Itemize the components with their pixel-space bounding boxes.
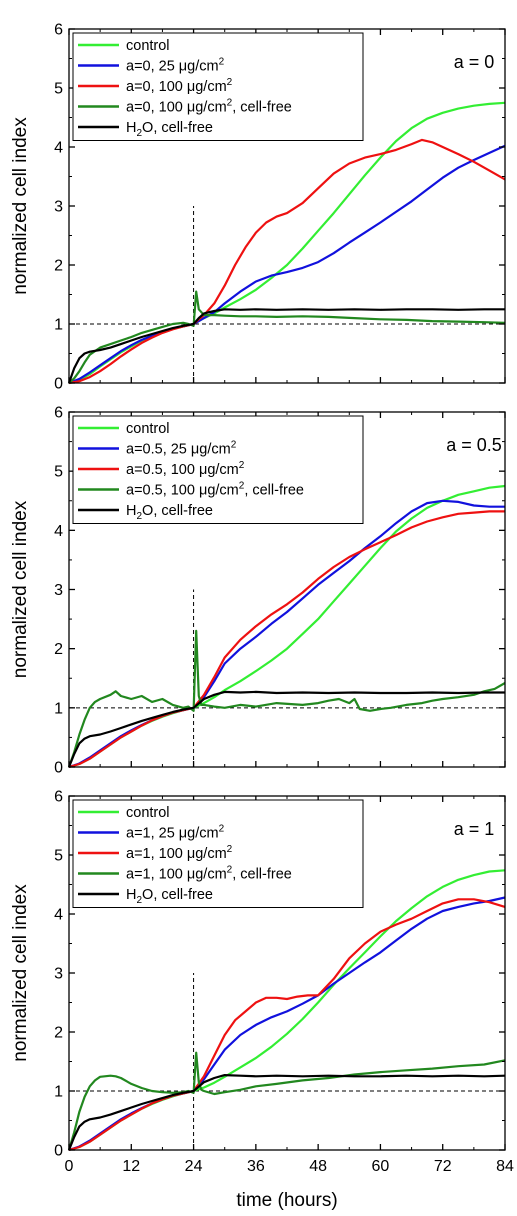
legend-entry: a=1, 100 μg/cm2 xyxy=(126,844,233,862)
y-tick-label: 6 xyxy=(54,789,63,806)
x-tick-label: 0 xyxy=(65,1158,74,1175)
x-tick-label: 48 xyxy=(309,1158,327,1175)
y-tick-label: 6 xyxy=(54,405,63,422)
y-tick-label: 5 xyxy=(54,464,63,481)
y-tick-label: 0 xyxy=(54,376,63,393)
legend: control a=0, 25 μg/cm2 a=0, 100 μg/cm2 a=0,… xyxy=(72,32,364,141)
legend: control a=0.5, 25 μg/cm2 a=0.5, 100 μg/cm2… xyxy=(72,415,364,524)
legend-entry: a=0.5, 100 μg/cm2, cell-free xyxy=(126,481,304,499)
series-line-4 xyxy=(67,308,505,384)
legend-entry: H2O, cell-free xyxy=(126,887,213,906)
series-line-1 xyxy=(68,144,506,385)
y-tick-label: 3 xyxy=(54,966,63,983)
y-tick-label: 5 xyxy=(54,848,63,865)
legend-box xyxy=(72,32,364,141)
legend-entry: a=0, 25 μg/cm2 xyxy=(126,57,225,75)
legend-entry: a=1, 25 μg/cm2 xyxy=(126,824,225,842)
panel-label: a = 0.5 xyxy=(446,435,502,455)
y-tick-label: 1 xyxy=(54,1084,63,1101)
legend-box xyxy=(72,799,364,908)
legend-entry: a=0, 100 μg/cm2, cell-free xyxy=(126,98,292,116)
x-axis-title: time (hours) xyxy=(236,1190,337,1211)
x-tick-label: 72 xyxy=(434,1158,452,1175)
legend-box xyxy=(72,415,364,524)
legend: control a=1, 25 μg/cm2 a=1, 100 μg/cm2 a=1,… xyxy=(72,799,364,908)
chart-panel-0: 0 1 2 3 4 5 6 normalized cell index a = 0 control… xyxy=(10,22,506,393)
series-line-4 xyxy=(67,690,505,768)
legend-entry: a=0.5, 25 μg/cm2 xyxy=(126,440,237,458)
y-axis-title: normalized cell index xyxy=(10,500,31,678)
legend-entry: control xyxy=(126,421,170,437)
y-tick-label: 4 xyxy=(54,523,63,540)
y-tick-label: 1 xyxy=(54,700,63,717)
series-line-2 xyxy=(68,510,505,769)
panel-label: a = 0 xyxy=(454,52,495,72)
legend-entry: a=0.5, 100 μg/cm2 xyxy=(126,460,245,478)
y-tick-label: 1 xyxy=(54,317,63,334)
series-line-4 xyxy=(67,1073,506,1151)
legend-entry: a=0, 100 μg/cm2 xyxy=(126,77,233,95)
x-tick-label: 84 xyxy=(496,1158,514,1175)
legend-entry: a=1, 100 μg/cm2, cell-free xyxy=(126,865,292,883)
y-tick-label: 0 xyxy=(54,1143,63,1160)
y-tick-label: 2 xyxy=(54,258,63,275)
x-tick-label: 24 xyxy=(185,1158,203,1175)
y-tick-label: 2 xyxy=(54,1025,63,1042)
series-line-0 xyxy=(68,484,506,769)
y-tick-label: 0 xyxy=(54,760,63,777)
y-axis-title: normalized cell index xyxy=(10,884,31,1062)
y-tick-label: 6 xyxy=(54,22,63,39)
x-tick-label: 12 xyxy=(122,1158,140,1175)
legend-entry: control xyxy=(126,805,170,821)
y-tick-label: 3 xyxy=(54,199,63,216)
y-axis-title: normalized cell index xyxy=(10,117,31,295)
series-line-3 xyxy=(68,290,506,384)
chart-panel-1: 0 1 2 3 4 5 6 normalized cell index a = 0.5 contr… xyxy=(10,405,506,777)
panel-label: a = 1 xyxy=(454,819,495,839)
y-tick-label: 4 xyxy=(54,140,63,157)
legend-entry: control xyxy=(126,38,170,54)
series-line-2 xyxy=(68,898,506,1152)
series-line-3 xyxy=(67,629,506,768)
series-line-1 xyxy=(68,499,505,769)
y-tick-label: 5 xyxy=(54,81,63,98)
y-tick-label: 4 xyxy=(54,907,63,924)
x-tick-label: 36 xyxy=(247,1158,265,1175)
series-line-3 xyxy=(67,1051,506,1151)
legend-entry: H2O, cell-free xyxy=(126,503,213,522)
legend-entry: H2O, cell-free xyxy=(126,120,213,139)
x-tick-label: 60 xyxy=(372,1158,390,1175)
y-tick-label: 2 xyxy=(54,641,63,658)
series-line-2 xyxy=(68,138,506,385)
y-tick-label: 3 xyxy=(54,582,63,599)
